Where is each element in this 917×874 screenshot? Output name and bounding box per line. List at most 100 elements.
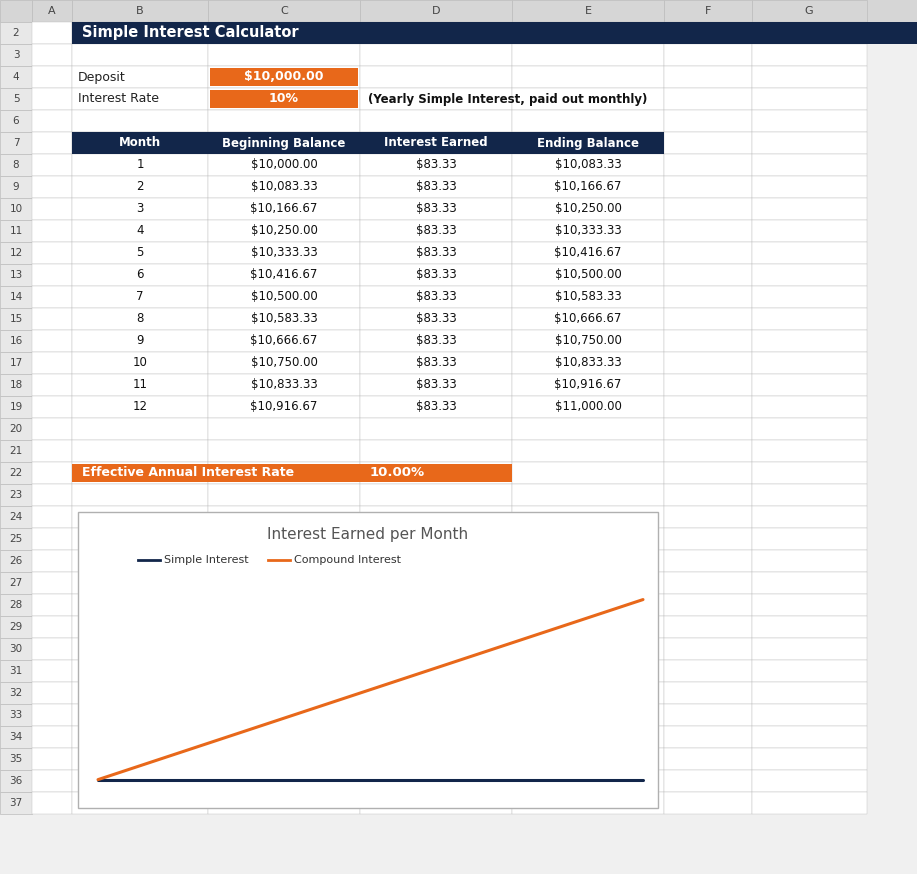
Bar [32, 572, 72, 594]
Bar [208, 506, 360, 528]
Bar [664, 308, 752, 330]
Bar [664, 22, 752, 44]
Text: $83.33: $83.33 [415, 181, 457, 193]
Bar [32, 88, 72, 110]
Bar [72, 22, 208, 44]
Bar [752, 330, 867, 352]
Bar [664, 594, 752, 616]
Bar [208, 748, 360, 770]
Bar [664, 616, 752, 638]
Bar [72, 464, 512, 482]
Bar [72, 440, 208, 462]
Bar [512, 572, 664, 594]
Bar [32, 66, 72, 88]
Bar [752, 682, 867, 704]
Bar [512, 110, 664, 132]
Text: 10.00%: 10.00% [370, 467, 425, 480]
Bar [664, 572, 752, 594]
Text: 22: 22 [9, 468, 23, 478]
Bar [72, 528, 208, 550]
Bar [512, 462, 664, 484]
Bar [0, 704, 32, 726]
Bar [360, 506, 512, 528]
Bar [208, 88, 360, 110]
Bar [72, 396, 208, 418]
Bar [360, 616, 512, 638]
Bar [752, 396, 867, 418]
Bar [664, 748, 752, 770]
Text: $83.33: $83.33 [415, 335, 457, 348]
Bar [32, 44, 72, 66]
Text: 2: 2 [137, 181, 144, 193]
Bar [360, 748, 512, 770]
Bar [208, 0, 360, 22]
Bar [0, 0, 917, 22]
Bar [512, 440, 664, 462]
Bar [752, 198, 867, 220]
Bar [32, 792, 72, 814]
Bar [752, 176, 867, 198]
Bar [208, 198, 360, 220]
Bar [664, 396, 752, 418]
Bar [664, 550, 752, 572]
Bar [664, 638, 752, 660]
Bar [512, 176, 664, 198]
Bar [360, 176, 512, 198]
Bar [0, 792, 32, 814]
Bar [32, 704, 72, 726]
Text: Interest Earned per Month: Interest Earned per Month [268, 526, 469, 542]
Bar [72, 0, 208, 22]
Bar [72, 132, 208, 154]
Bar [208, 594, 360, 616]
Bar [512, 220, 664, 242]
Bar [32, 154, 72, 176]
Bar [208, 176, 360, 198]
Bar [208, 308, 360, 330]
Text: 11: 11 [9, 226, 23, 236]
Bar [752, 374, 867, 396]
Bar [72, 330, 208, 352]
Bar [72, 748, 208, 770]
Bar [208, 132, 360, 154]
Bar [360, 638, 512, 660]
Bar [208, 770, 360, 792]
Text: $10,500.00: $10,500.00 [555, 268, 622, 281]
Bar [360, 44, 512, 66]
Text: Ending Balance: Ending Balance [537, 136, 639, 149]
Bar [0, 770, 32, 792]
Bar [0, 682, 32, 704]
Text: 10: 10 [9, 204, 23, 214]
Bar [32, 506, 72, 528]
Text: Interest Earned: Interest Earned [384, 136, 488, 149]
Bar [512, 0, 664, 22]
Bar [32, 528, 72, 550]
Bar [0, 110, 32, 132]
Text: 30: 30 [9, 644, 23, 654]
Bar [72, 506, 208, 528]
Bar [32, 440, 72, 462]
Bar [752, 286, 867, 308]
Text: $10,333.33: $10,333.33 [555, 225, 622, 238]
Text: 7: 7 [13, 138, 19, 148]
Bar [72, 176, 208, 198]
Bar [512, 132, 664, 154]
Bar [32, 176, 72, 198]
Bar [72, 792, 208, 814]
Text: 29: 29 [9, 622, 23, 632]
Text: 23: 23 [9, 490, 23, 500]
Bar [512, 154, 664, 176]
Bar [0, 484, 32, 506]
Bar [752, 594, 867, 616]
Bar [752, 418, 867, 440]
Text: $10,416.67: $10,416.67 [554, 246, 622, 260]
Bar [208, 132, 360, 154]
Bar [664, 242, 752, 264]
Bar [208, 572, 360, 594]
Bar [512, 330, 664, 352]
Bar [0, 220, 32, 242]
Bar [0, 154, 32, 176]
Bar [664, 682, 752, 704]
Bar [72, 308, 208, 330]
Text: $10,000.00: $10,000.00 [244, 71, 324, 84]
Bar [512, 308, 664, 330]
